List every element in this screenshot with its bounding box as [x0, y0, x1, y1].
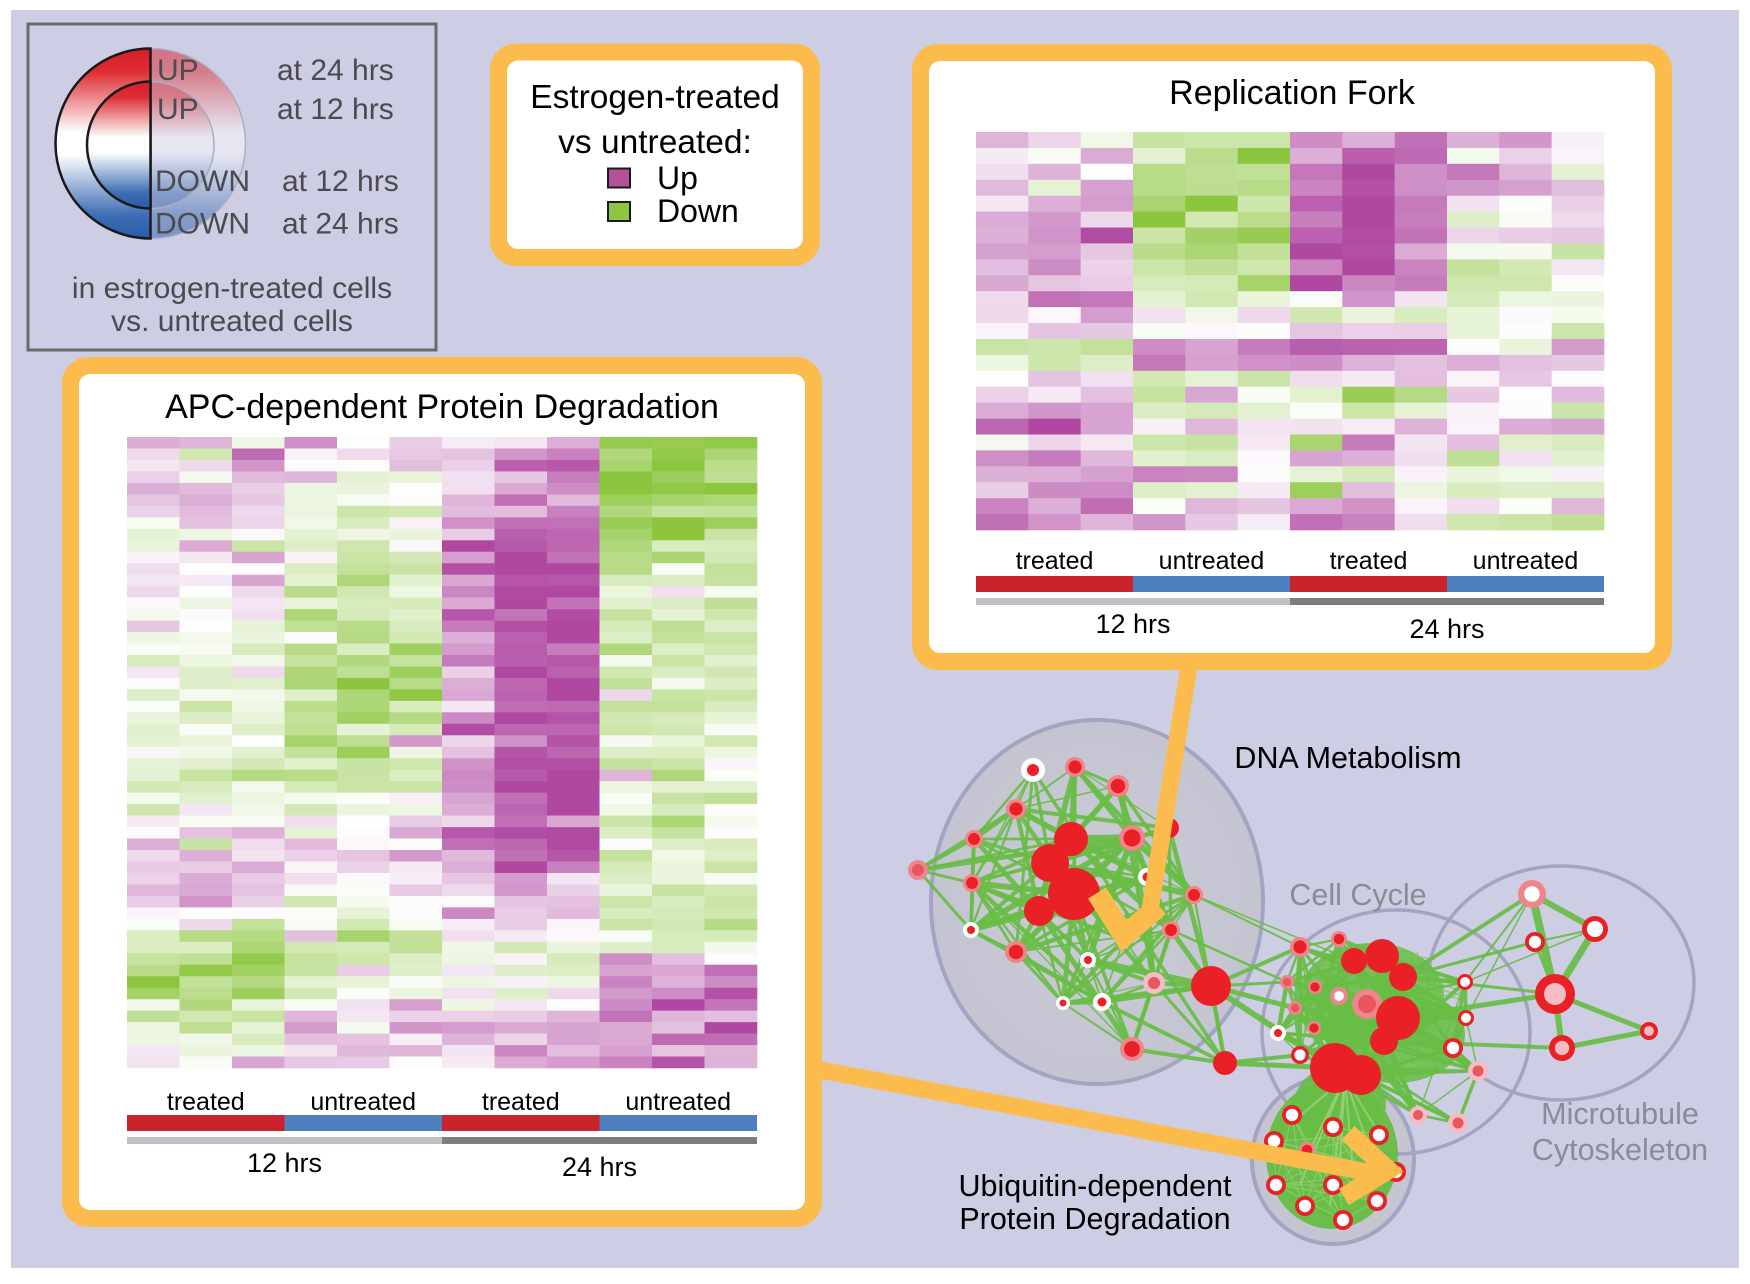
svg-text:DOWN: DOWN — [155, 165, 250, 198]
svg-text:Protein Degradation: Protein Degradation — [959, 1202, 1230, 1236]
svg-text:24 hrs: 24 hrs — [562, 1152, 637, 1182]
svg-text:untreated: untreated — [310, 1088, 416, 1116]
svg-text:24 hrs: 24 hrs — [1409, 614, 1484, 644]
svg-text:APC-dependent Protein Degradat: APC-dependent Protein Degradation — [165, 388, 719, 426]
svg-text:12 hrs: 12 hrs — [1095, 609, 1170, 639]
svg-text:DNA Metabolism: DNA Metabolism — [1234, 741, 1461, 775]
svg-text:at 12 hrs: at 12 hrs — [282, 165, 399, 198]
svg-text:untreated: untreated — [1159, 547, 1265, 575]
svg-text:untreated: untreated — [1473, 547, 1579, 575]
svg-text:vs. untreated cells: vs. untreated cells — [111, 305, 353, 338]
svg-text:at 24 hrs: at 24 hrs — [282, 208, 399, 241]
svg-text:Up: Up — [657, 160, 698, 196]
svg-text:treated: treated — [167, 1088, 245, 1116]
svg-text:Cell Cycle: Cell Cycle — [1289, 878, 1426, 912]
svg-text:at 24 hrs: at 24 hrs — [277, 54, 394, 87]
svg-text:in estrogen-treated cells: in estrogen-treated cells — [72, 272, 392, 305]
svg-text:Ubiquitin-dependent: Ubiquitin-dependent — [958, 1169, 1232, 1203]
svg-text:12 hrs: 12 hrs — [247, 1148, 322, 1178]
svg-text:vs untreated:: vs untreated: — [558, 124, 752, 161]
svg-text:treated: treated — [1016, 547, 1094, 575]
svg-text:Cytoskeleton: Cytoskeleton — [1532, 1133, 1708, 1167]
svg-text:Replication Fork: Replication Fork — [1169, 74, 1416, 112]
svg-text:untreated: untreated — [625, 1088, 731, 1116]
svg-text:treated: treated — [482, 1088, 560, 1116]
svg-text:Down: Down — [657, 193, 739, 229]
svg-text:UP: UP — [157, 54, 199, 87]
svg-text:Microtubule: Microtubule — [1541, 1097, 1699, 1131]
svg-text:DOWN: DOWN — [155, 208, 250, 241]
svg-text:at 12 hrs: at 12 hrs — [277, 93, 394, 126]
svg-text:Estrogen-treated: Estrogen-treated — [530, 79, 780, 116]
svg-text:treated: treated — [1330, 547, 1408, 575]
svg-text:UP: UP — [157, 93, 199, 126]
